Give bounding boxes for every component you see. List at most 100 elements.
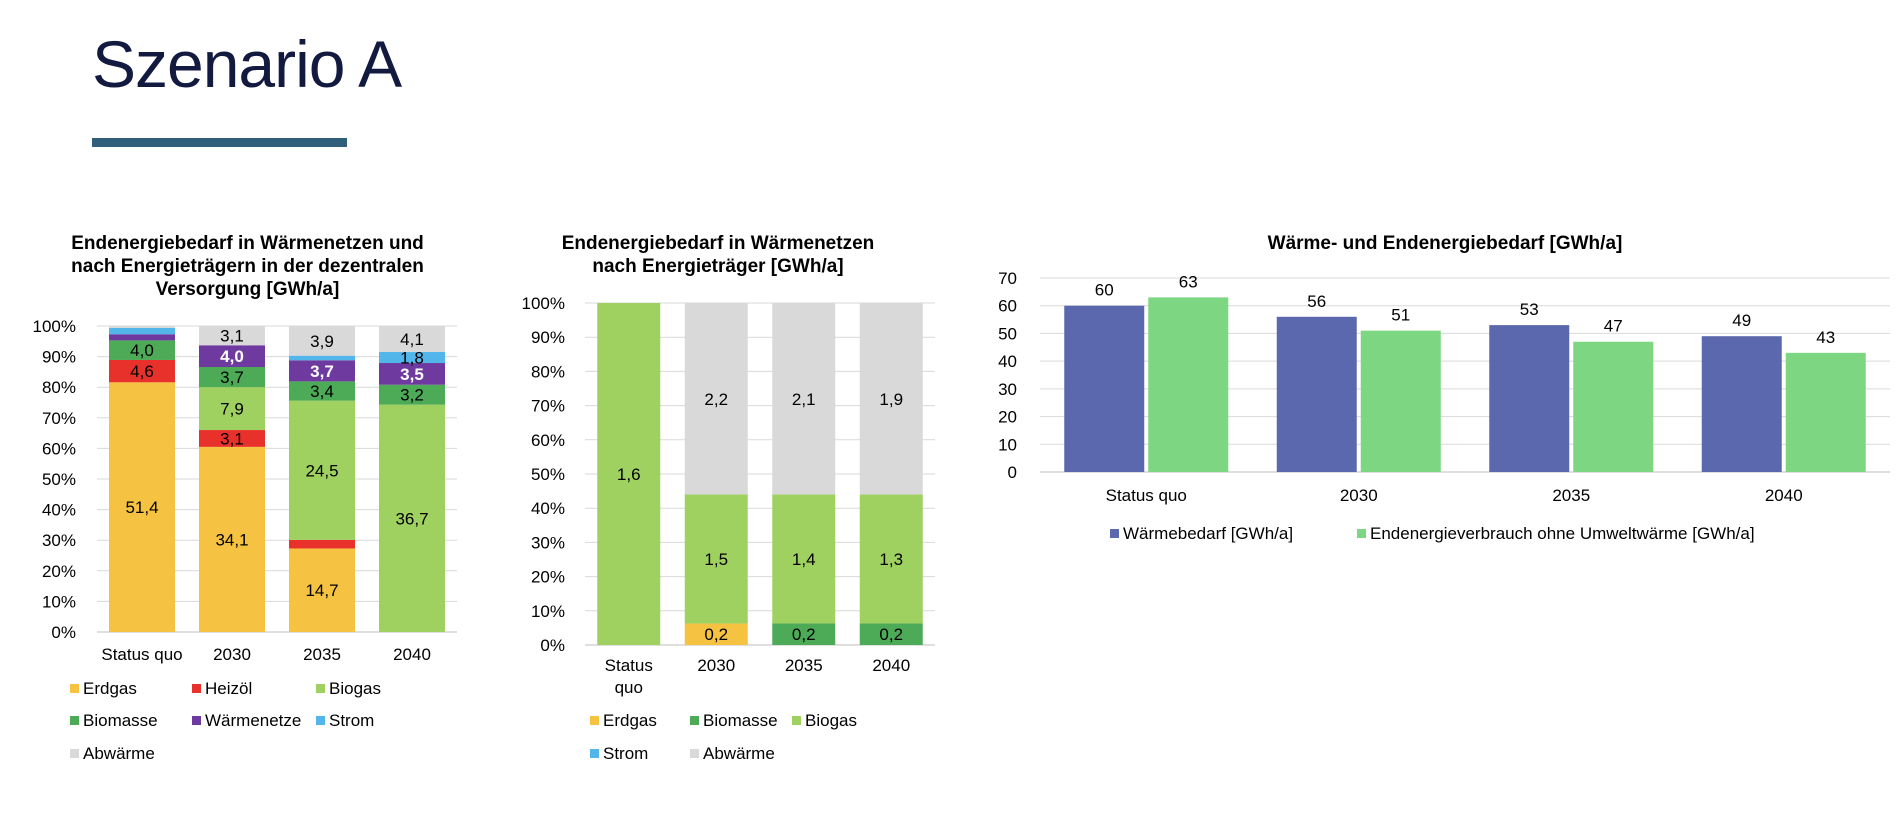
c1-category-label: 2035 xyxy=(303,645,341,664)
c1-bar-segment xyxy=(379,363,445,385)
c3-bar xyxy=(1276,316,1357,472)
c1-data-label: 7,9 xyxy=(220,400,244,419)
c3-category-label: Status quo xyxy=(1106,486,1187,505)
c1-bar-segment xyxy=(199,446,265,632)
c2-bar-segment xyxy=(859,303,923,495)
c1-bar-segment xyxy=(109,382,175,632)
c1-data-label: 34,1 xyxy=(215,530,248,549)
c1-legend-swatch xyxy=(192,684,201,693)
c2-legend-label: Erdgas xyxy=(603,711,657,730)
c3-bar xyxy=(1573,341,1654,472)
c1-bar-segment xyxy=(289,355,355,361)
c1-data-label: 4,1 xyxy=(400,330,424,349)
c2-y-tick-label: 40% xyxy=(531,499,565,518)
c2-y-tick-label: 70% xyxy=(531,397,565,416)
c2-legend-label: Biogas xyxy=(805,711,857,730)
c1-category-label: Status quo xyxy=(101,645,182,664)
chart2-title: Endenergiebedarf in Wärmenetzen nach Ene… xyxy=(561,233,875,277)
c1-legend-swatch xyxy=(316,684,325,693)
c1-legend-label: Biogas xyxy=(329,679,381,698)
c2-legend-label: Strom xyxy=(603,744,648,763)
c1-bar-segment xyxy=(109,326,175,328)
c2-y-tick-label: 100% xyxy=(522,294,565,313)
c2-data-label: 0,2 xyxy=(704,625,728,644)
c1-bar-segment xyxy=(289,539,355,549)
c2-y-tick-label: 10% xyxy=(531,602,565,621)
c2-bar-segment xyxy=(597,303,661,645)
c1-legend-swatch xyxy=(316,716,325,725)
c1-legend-swatch xyxy=(192,716,201,725)
c1-data-label: 4,0 xyxy=(130,341,154,360)
c1-legend-label: Abwärme xyxy=(83,744,155,763)
c3-data-label: 60 xyxy=(1095,281,1114,300)
c1-y-tick-label: 100% xyxy=(33,317,76,336)
c2-legend-swatch xyxy=(792,716,801,725)
c3-bar xyxy=(1489,325,1570,472)
c3-data-label: 47 xyxy=(1604,317,1623,336)
c1-data-label: 36,7 xyxy=(395,509,428,528)
c3-y-tick-label: 50 xyxy=(998,324,1017,343)
c1-legend-label: Wärmenetze xyxy=(205,711,301,730)
c1-bar-segment xyxy=(109,359,175,383)
c1-data-label: 4,6 xyxy=(130,362,154,381)
c1-data-label: 3,2 xyxy=(400,386,424,405)
c1-legend-label: Erdgas xyxy=(83,679,137,698)
c1-data-label: 3,7 xyxy=(220,368,244,387)
c2-data-label: 1,5 xyxy=(704,550,728,569)
c3-legend-label: Endenergieverbrauch ohne Umweltwärme [GW… xyxy=(1370,524,1755,543)
c1-y-tick-label: 40% xyxy=(42,501,76,520)
c1-bar-segment xyxy=(289,381,355,401)
c3-category-label: 2040 xyxy=(1765,486,1803,505)
c3-data-label: 49 xyxy=(1732,311,1751,330)
c1-data-label: 3,1 xyxy=(220,429,244,448)
c1-bar-segment xyxy=(379,352,445,364)
c2-bar-segment xyxy=(684,303,748,495)
c1-bar-segment xyxy=(379,384,445,405)
c3-legend-swatch xyxy=(1110,529,1119,538)
c2-y-tick-label: 60% xyxy=(531,431,565,450)
c2-y-tick-label: 0% xyxy=(540,636,565,655)
c2-y-tick-label: 20% xyxy=(531,568,565,587)
c1-bar-segment xyxy=(199,387,265,431)
c1-bar-segment xyxy=(109,340,175,360)
c1-y-tick-label: 90% xyxy=(42,348,76,367)
c3-bar xyxy=(1148,297,1229,472)
c2-bar-segment xyxy=(859,494,923,624)
c3-y-tick-label: 30 xyxy=(998,380,1017,399)
c1-data-label: 3,5 xyxy=(400,365,424,384)
c2-data-label: 2,1 xyxy=(792,390,816,409)
c1-legend-swatch xyxy=(70,716,79,725)
c1-bar-segment xyxy=(199,326,265,346)
c3-legend-swatch xyxy=(1357,529,1366,538)
c2-data-label: 2,2 xyxy=(704,390,728,409)
c2-legend-label: Abwärme xyxy=(703,744,775,763)
c2-bar-segment xyxy=(772,494,836,624)
c1-legend-swatch xyxy=(70,749,79,758)
c1-bar-segment xyxy=(199,345,265,368)
c3-bar xyxy=(1064,305,1145,472)
c3-data-label: 43 xyxy=(1816,328,1835,347)
c2-data-label: 0,2 xyxy=(792,625,816,644)
c3-y-tick-label: 70 xyxy=(998,269,1017,288)
title-underline xyxy=(92,138,347,147)
c1-bar-segment xyxy=(289,360,355,382)
c3-y-tick-label: 20 xyxy=(998,408,1017,427)
c3-bar xyxy=(1785,352,1866,472)
c1-y-tick-label: 70% xyxy=(42,409,76,428)
c2-data-label: 1,9 xyxy=(879,390,903,409)
c1-bar-segment xyxy=(199,430,265,447)
c2-category-label: 2040 xyxy=(872,656,910,675)
c1-bar-segment xyxy=(379,326,445,353)
c2-data-label: 1,4 xyxy=(792,550,816,569)
c2-legend-swatch xyxy=(590,716,599,725)
c1-y-tick-label: 50% xyxy=(42,470,76,489)
c2-legend-swatch xyxy=(590,749,599,758)
c1-category-label: 2040 xyxy=(393,645,431,664)
c2-y-tick-label: 90% xyxy=(531,328,565,347)
c2-data-label: 1,3 xyxy=(879,550,903,569)
c2-bar-segment xyxy=(772,623,836,645)
c1-bar-segment xyxy=(289,326,355,356)
c2-data-label: 1,6 xyxy=(617,465,641,484)
c2-legend-swatch xyxy=(690,749,699,758)
c1-data-label: 3,4 xyxy=(310,382,334,401)
